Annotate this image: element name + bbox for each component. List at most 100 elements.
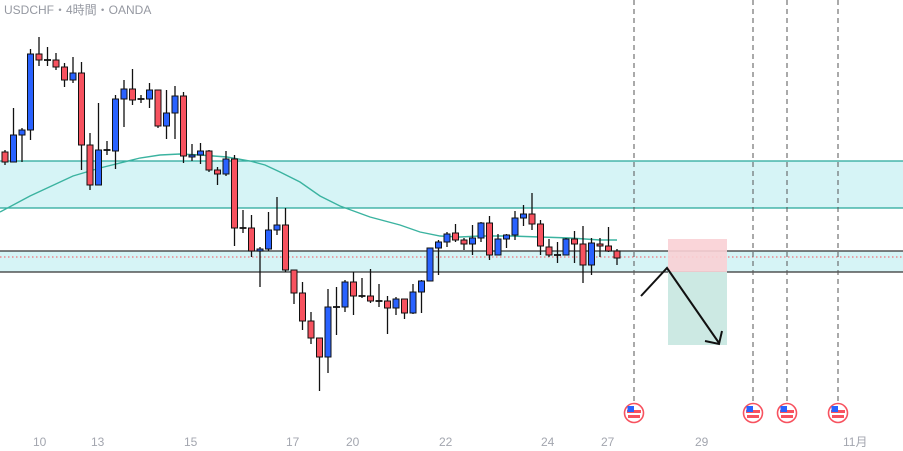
candle[interactable] [579, 226, 587, 283]
candle[interactable] [537, 220, 544, 255]
candle[interactable] [231, 155, 238, 246]
candle[interactable] [137, 95, 145, 103]
candle[interactable] [273, 197, 281, 235]
candle[interactable] [613, 249, 621, 265]
candle[interactable] [214, 167, 221, 185]
candle[interactable] [78, 62, 85, 170]
candle[interactable] [545, 239, 553, 257]
candle[interactable] [86, 133, 94, 190]
candle[interactable] [163, 90, 170, 139]
arrowhead-icon [704, 330, 723, 346]
candle[interactable] [469, 225, 476, 255]
candle[interactable] [324, 289, 332, 373]
candle[interactable] [503, 234, 510, 248]
candle[interactable] [605, 227, 612, 252]
candle[interactable] [571, 231, 578, 263]
x-label: 20 [346, 435, 360, 449]
candle[interactable] [61, 63, 68, 87]
candle-body [120, 88, 128, 100]
candle[interactable] [146, 83, 153, 108]
candle[interactable] [95, 103, 102, 186]
candle[interactable] [316, 337, 323, 391]
candle[interactable] [418, 280, 425, 313]
candle[interactable] [588, 238, 595, 275]
candle[interactable] [299, 282, 306, 330]
candle[interactable] [443, 232, 451, 247]
candle[interactable] [341, 280, 349, 312]
candle[interactable] [435, 240, 442, 275]
candle[interactable] [197, 143, 204, 164]
candle[interactable] [409, 284, 417, 314]
candle[interactable] [171, 86, 179, 139]
us-flag-icon[interactable] [742, 402, 764, 424]
candle-body [129, 88, 136, 101]
candle-body [163, 112, 170, 127]
candle[interactable] [239, 210, 247, 233]
candle[interactable] [562, 238, 570, 256]
candle[interactable] [180, 92, 187, 163]
candle[interactable] [367, 269, 374, 303]
candle-body [392, 298, 400, 309]
candle-body [605, 245, 612, 252]
candle-body [10, 134, 17, 163]
candle[interactable] [384, 296, 391, 334]
x-label: 24 [541, 435, 555, 449]
candle[interactable] [69, 57, 77, 83]
candle[interactable] [494, 234, 502, 256]
candle[interactable] [401, 298, 408, 319]
candle[interactable] [265, 212, 272, 251]
candle-body [18, 129, 26, 136]
candle[interactable] [333, 287, 340, 335]
forecast-arrow[interactable] [640, 266, 720, 344]
candle[interactable] [27, 49, 34, 140]
candle[interactable] [554, 242, 561, 263]
us-flag-icon[interactable] [827, 402, 849, 424]
candle[interactable] [520, 205, 527, 226]
candle[interactable] [256, 247, 264, 287]
candle-body [588, 242, 595, 266]
candle[interactable] [486, 216, 493, 260]
candle[interactable] [375, 284, 383, 307]
x-label: 13 [91, 435, 105, 449]
candle[interactable] [112, 95, 119, 169]
candle[interactable] [129, 69, 136, 105]
candle[interactable] [350, 272, 357, 315]
candle[interactable] [596, 238, 604, 257]
us-flag-icon[interactable] [623, 402, 645, 424]
resistance-zone[interactable] [0, 161, 903, 208]
candle[interactable] [307, 312, 315, 344]
candle[interactable] [103, 141, 111, 155]
candle[interactable] [222, 151, 230, 176]
candle[interactable] [205, 150, 213, 172]
candle-body [231, 158, 238, 229]
candle[interactable] [10, 108, 17, 163]
candle-body [316, 337, 323, 358]
candle[interactable] [426, 247, 434, 282]
candle-body [545, 246, 553, 256]
candle[interactable] [477, 222, 485, 242]
candle[interactable] [35, 37, 43, 66]
candle[interactable] [392, 297, 400, 315]
candle[interactable] [290, 269, 298, 304]
candle[interactable] [1, 150, 9, 165]
candle[interactable] [358, 278, 366, 298]
candle[interactable] [511, 211, 519, 240]
candle-body [537, 223, 544, 247]
candle[interactable] [452, 224, 459, 242]
candle[interactable] [44, 47, 51, 66]
candle[interactable] [528, 193, 536, 230]
candle[interactable] [248, 215, 255, 257]
support-zone[interactable] [0, 251, 903, 272]
risk-area[interactable] [668, 239, 727, 272]
x-label: 11月 [843, 435, 867, 449]
candle[interactable] [154, 89, 162, 128]
candle[interactable] [120, 80, 128, 127]
x-axis: 10 13 15 17 20 22 24 27 29 11月 [33, 435, 867, 449]
candle[interactable] [188, 144, 196, 161]
candle[interactable] [18, 128, 26, 162]
candle[interactable] [282, 208, 289, 272]
candle[interactable] [460, 238, 468, 250]
candle[interactable] [52, 53, 60, 70]
us-flag-icon[interactable] [776, 402, 798, 424]
